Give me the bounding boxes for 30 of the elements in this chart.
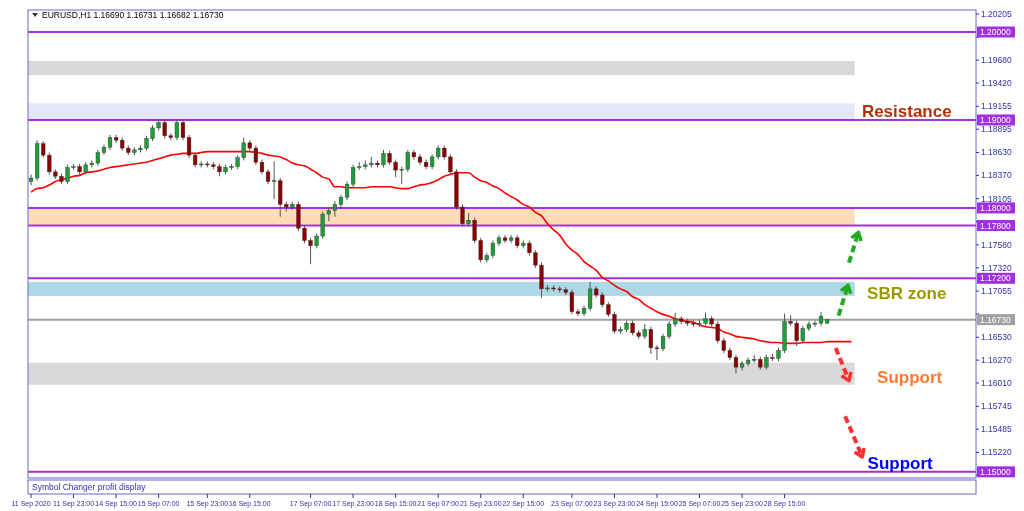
y-tick-label: 1.19155 (981, 101, 1012, 112)
text: Symbol Changer profit display (32, 482, 147, 492)
ref-line-label: 1.18000 (980, 202, 1011, 213)
y-tick-label: 1.18895 (981, 124, 1012, 135)
y-tick-label: 1.17580 (981, 239, 1012, 250)
y-tick-label: 1.16530 (981, 332, 1012, 343)
y-tick-label: 1.18630 (981, 147, 1012, 158)
annotation: Support (867, 453, 934, 473)
y-tick-label: 1.16010 (981, 377, 1012, 388)
ref-line-label: 1.17200 (980, 273, 1011, 284)
y-tick-label: 1.16270 (981, 355, 1012, 366)
annotation: Resistance (861, 102, 952, 122)
y-tick-label: 1.19680 (981, 55, 1012, 66)
y-tick-label: 1.15745 (981, 401, 1012, 412)
y-tick-label: 1.18105 (981, 193, 1012, 204)
ref-line-label: 1.19000 (980, 114, 1011, 125)
y-tick-label: 1.17320 (981, 262, 1012, 273)
y-tick-label: 1.20205 (981, 8, 1012, 19)
ref-line-label: 1.20000 (980, 26, 1011, 37)
ref-line-label: 1.15000 (980, 466, 1011, 477)
y-tick-label: 1.17055 (981, 286, 1012, 297)
ref-line-label: 1.16730 (980, 314, 1011, 325)
annotation: SBR zone (867, 284, 947, 304)
annotation: Support (877, 367, 943, 387)
y-tick-label: 1.19420 (981, 77, 1012, 88)
y-tick-label: 1.18370 (981, 170, 1012, 181)
ref-line-label: 1.17800 (980, 220, 1011, 231)
y-tick-label: 1.15485 (981, 424, 1012, 435)
chart-title: EURUSD,H1 1.16690 1.16731 1.16682 1.16730 (42, 10, 224, 20)
y-tick-label: 1.15220 (981, 447, 1012, 458)
